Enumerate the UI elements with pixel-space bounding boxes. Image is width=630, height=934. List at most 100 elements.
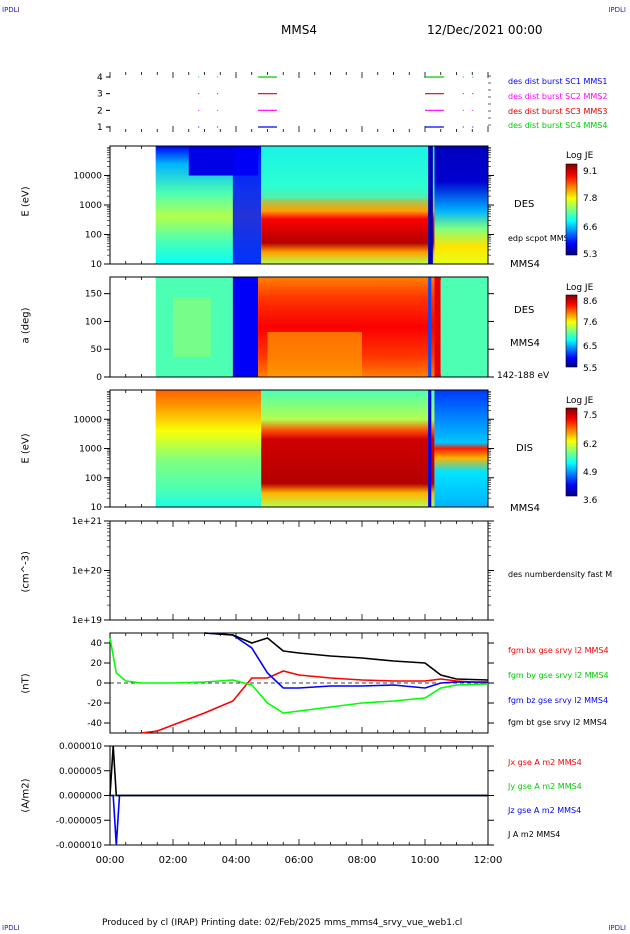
y-tick-label: 0.000005: [59, 767, 102, 777]
y-tick-label: 2: [97, 106, 103, 116]
label-des-pitch: DES: [514, 305, 535, 316]
colorbar-3-tick: 6.2: [583, 440, 598, 450]
burst-dot: [198, 109, 200, 111]
label-spacecraft-2: MMS4: [510, 338, 540, 349]
legend-jy: Jy gse A m2 MMS4: [508, 782, 582, 791]
spectrogram-region: [261, 146, 435, 200]
burst-dot: [217, 93, 219, 95]
x-tick-label: 02:00: [159, 855, 188, 866]
y-tick-label: 1e+21: [72, 517, 102, 527]
y-tick-label: 100: [85, 317, 102, 327]
burst-dot: [472, 126, 474, 128]
spectrogram-region: [173, 297, 211, 357]
y-tick-label: 10: [91, 260, 103, 270]
spectrogram-stripe: [428, 277, 432, 377]
spectrogram-region: [261, 390, 435, 507]
y-tick-label: 4: [97, 73, 103, 83]
colorbar-1-tick: 6.6: [583, 223, 598, 233]
burst-dot: [462, 109, 464, 111]
y-tick-label: 10: [91, 503, 103, 513]
series-line: [141, 670, 489, 734]
legend-density: des numberdensity fast M: [508, 570, 613, 579]
colorbar-2-tick: 6.5: [583, 342, 598, 352]
legend-burst-mms4: des dist burst SC4 MMS4: [508, 121, 608, 130]
y-tick-label: -0.000010: [56, 841, 102, 851]
legend-j: J A m2 MMS4: [508, 830, 561, 839]
y-tick-label: 3: [97, 90, 103, 100]
series-line: [109, 637, 489, 714]
colorbar-2-tick: 8.6: [583, 297, 598, 307]
legend-burst-mms2: des dist burst SC2 MMS2: [508, 92, 608, 101]
burst-dot: [472, 93, 474, 95]
corner-label-tl: IPDLI: [2, 6, 20, 14]
spectrogram-region: [434, 146, 488, 264]
legend-bx: fgm bx gse srvy l2 MMS4: [508, 646, 609, 655]
burst-dot: [198, 126, 200, 128]
series-line: [204, 632, 489, 681]
legend-bz: fgm bz gse srvy l2 MMS4: [508, 696, 609, 705]
x-tick-label: 08:00: [348, 855, 377, 866]
corner-label-br: IPDLI: [608, 924, 626, 932]
colorbar-1-title: Log JE: [566, 151, 594, 161]
legend-burst-mms3: des dist burst SC3 MMS3: [508, 107, 608, 116]
colorbar-2-title: Log JE: [566, 283, 594, 293]
label-dis: DIS: [516, 443, 533, 454]
burst-dot: [462, 93, 464, 95]
y-tick-label: 0.000010: [59, 742, 102, 752]
burst-dot: [472, 76, 474, 78]
colorbar-2-tick: 7.6: [583, 318, 598, 328]
x-tick-label: 10:00: [411, 855, 440, 866]
x-tick-label: 00:00: [96, 855, 125, 866]
y-tick-label: 1e+20: [72, 567, 103, 577]
y-tick-label: 50: [91, 345, 103, 355]
colorbar-1-tick: 7.8: [583, 194, 598, 204]
burst-dot: [198, 93, 200, 95]
burst-dot: [198, 76, 200, 78]
y-tick-label: -40: [87, 719, 102, 729]
burst-dot: [462, 76, 464, 78]
colorbar-3-title: Log JE: [566, 396, 594, 406]
y-tick-label: 0: [96, 373, 102, 383]
x-tick-label: 06:00: [285, 855, 314, 866]
spectrogram-region: [232, 277, 259, 377]
burst-dot: [217, 126, 219, 128]
y-tick-label: 1e+19: [72, 616, 103, 626]
y-tick-label: 40: [91, 639, 103, 649]
label-spacecraft-1: MMS4: [510, 259, 540, 270]
colorbar-1-tick: 9.1: [583, 167, 598, 177]
y-tick-label: 100: [85, 474, 102, 484]
series-line: [204, 632, 488, 689]
spectrogram-stripe: [428, 146, 433, 264]
colorbar: [565, 294, 578, 368]
burst-dot: [472, 109, 474, 111]
spectrogram-stripe: [428, 390, 432, 507]
legend-jx: Jx gse A m2 MMS4: [508, 758, 582, 767]
label-edp-scpot: edp scpot MMS4: [508, 234, 574, 243]
legend-burst-mms1: des dist burst SC1 MMS1: [508, 77, 608, 86]
colorbar: [565, 407, 578, 497]
panel-frame: [109, 520, 489, 621]
label-des: DES: [514, 199, 535, 210]
burst-dot: [462, 126, 464, 128]
y-tick-label: 150: [85, 290, 102, 300]
y-tick-label: 0.000000: [59, 792, 102, 802]
y-tick-label: 0: [96, 679, 102, 689]
y-tick-label: 20: [91, 659, 103, 669]
label-spacecraft-3: MMS4: [510, 503, 540, 514]
legend-by: fgm by gse srvy l2 MMS4: [508, 671, 609, 680]
colorbar: [565, 163, 578, 256]
colorbar-3-tick: 3.6: [583, 496, 598, 506]
spectrogram-region: [232, 146, 262, 264]
y-tick-label: 1: [97, 123, 103, 133]
legend-jz: Jz gse A m2 MMS4: [508, 806, 582, 815]
series-line: [110, 794, 488, 846]
y-tick-label: -0.000005: [56, 816, 102, 826]
page-title: MMS4: [281, 23, 317, 37]
page-date: 12/Dec/2021 00:00: [427, 23, 543, 37]
colorbar-2-tick: 5.5: [583, 364, 598, 374]
colorbar-3-tick: 7.5: [583, 411, 598, 421]
colorbar-3-tick: 4.9: [583, 468, 598, 478]
corner-label-tr: IPDLI: [608, 6, 626, 14]
spectrogram-stripe: [434, 277, 441, 377]
